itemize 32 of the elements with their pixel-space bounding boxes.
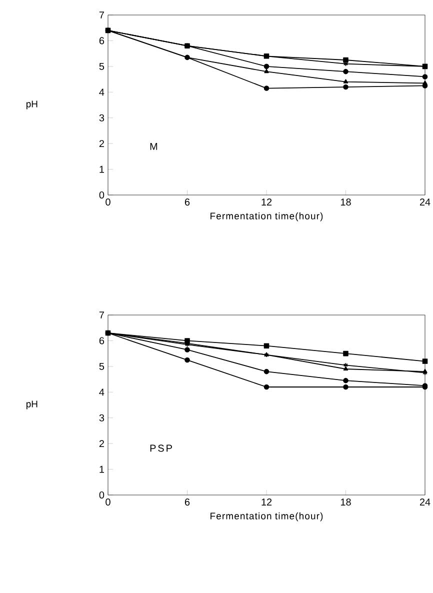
y-tick-label: 6 <box>99 37 104 44</box>
x-tick-label: 0 <box>106 198 110 206</box>
x-tick-label: 24 <box>420 498 430 506</box>
y-tick-label: 7 <box>99 312 104 318</box>
y-tick-label: 1 <box>100 466 104 473</box>
y-tick-label: 5 <box>99 362 104 370</box>
y-tick-label: 4 <box>99 388 104 396</box>
x-tick-label: 6 <box>184 198 190 206</box>
x-tick-label: 24 <box>420 198 430 206</box>
x-tick-label: 6 <box>184 498 190 506</box>
y-tick-label: 6 <box>99 337 104 344</box>
x-tick-label: 12 <box>262 498 272 506</box>
y-tick-label: 3 <box>99 414 104 422</box>
y-tick-label: 3 <box>99 114 104 122</box>
y-tick-label: 7 <box>99 12 104 18</box>
y-tick-label: 1 <box>100 166 104 173</box>
y-tick-label: 0 <box>99 191 104 199</box>
annotation: M <box>150 142 158 150</box>
x-tick-label: 18 <box>340 498 351 506</box>
x-tick-label: 18 <box>340 198 351 206</box>
y-tick-label: 0 <box>99 491 104 499</box>
y-tick-label: 4 <box>99 88 104 96</box>
x-axis-title: Fermentation time(hour) <box>210 212 323 222</box>
x-axis-title: Fermentation time(hour) <box>210 512 323 522</box>
x-tick-label: 0 <box>106 498 110 506</box>
y-axis-title: pH <box>26 400 38 410</box>
x-tick-label: 12 <box>262 198 272 206</box>
y-axis-title: pH <box>26 100 38 110</box>
y-tick-label: 2 <box>99 140 104 148</box>
y-tick-label: 2 <box>99 440 104 448</box>
y-tick-label: 5 <box>99 62 104 70</box>
annotation: PSP <box>150 444 172 452</box>
